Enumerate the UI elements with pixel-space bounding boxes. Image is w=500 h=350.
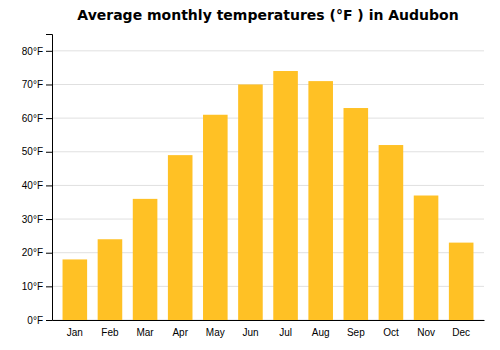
x-tick: Apr xyxy=(172,327,188,338)
y-tick: 50°F xyxy=(22,146,52,157)
bar xyxy=(449,243,474,320)
x-axis: Jan Feb Mar Apr May Jun Jul Aug Sep Oct Nov Dec xyxy=(53,321,485,339)
x-tick-label: Jan xyxy=(67,327,83,338)
grid xyxy=(52,51,484,320)
bar xyxy=(414,196,439,320)
bar xyxy=(308,81,333,320)
x-tick-label: Oct xyxy=(383,327,399,338)
x-tick: Nov xyxy=(417,327,435,338)
y-tick-mark xyxy=(46,320,52,321)
bar xyxy=(273,71,298,320)
x-tick: Jun xyxy=(242,327,258,338)
grid-line xyxy=(52,118,484,119)
y-tick-label: 60°F xyxy=(22,113,43,124)
y-tick-label: 0°F xyxy=(27,315,43,326)
x-tick-label: Mar xyxy=(136,327,154,338)
x-tick: Jul xyxy=(279,327,292,338)
y-tick-mark xyxy=(46,253,52,254)
chart-title: Average monthly temperatures (°F ) in Au… xyxy=(77,7,458,23)
x-tick: Feb xyxy=(101,327,119,338)
x-tick-label: Nov xyxy=(417,327,435,338)
y-tick-mark xyxy=(46,185,52,186)
x-tick: Mar xyxy=(136,327,154,338)
y-tick-mark xyxy=(46,84,52,85)
y-tick-mark xyxy=(46,219,52,220)
y-tick: 20°F xyxy=(22,247,52,258)
x-tick: Sep xyxy=(347,327,365,338)
y-tick: 10°F xyxy=(22,281,52,292)
x-tick: Oct xyxy=(383,327,399,338)
x-tick-label: Sep xyxy=(347,327,365,338)
x-tick-label: Jun xyxy=(242,327,258,338)
bars xyxy=(63,71,474,320)
bar xyxy=(63,259,88,320)
y-tick-label: 80°F xyxy=(22,46,43,57)
y-tick: 30°F xyxy=(22,214,52,225)
y-tick-mark xyxy=(46,286,52,287)
y-tick-label: 10°F xyxy=(22,281,43,292)
bar xyxy=(344,108,369,320)
x-tick-label: Apr xyxy=(172,327,188,338)
grid-line xyxy=(52,84,484,85)
y-tick: 60°F xyxy=(22,113,52,124)
x-tick: Dec xyxy=(452,327,470,338)
y-tick-label: 30°F xyxy=(22,214,43,225)
grid-line xyxy=(52,50,484,51)
bar xyxy=(133,199,158,320)
x-tick-label: Jul xyxy=(279,327,292,338)
x-axis-line xyxy=(53,320,485,321)
chart-container: 0°F 10°F 20°F 30°F 40°F 50°F 60°F 70°F 80°F Jan Fe… xyxy=(0,0,500,350)
bar xyxy=(98,239,123,320)
x-tick: Jan xyxy=(67,327,83,338)
grid-line xyxy=(52,185,484,186)
bar xyxy=(168,155,193,320)
x-tick-label: Dec xyxy=(452,327,470,338)
y-tick: 0°F xyxy=(27,315,52,326)
x-tick-label: May xyxy=(206,327,225,338)
y-tick: 40°F xyxy=(22,180,52,191)
y-tick-label: 50°F xyxy=(22,146,43,157)
y-tick: 80°F xyxy=(22,46,52,57)
bar xyxy=(379,145,404,320)
y-tick-label: 40°F xyxy=(22,180,43,191)
plot-area: 0°F 10°F 20°F 30°F 40°F 50°F 60°F 70°F 80°F Jan Fe… xyxy=(22,35,485,339)
y-tick-label: 20°F xyxy=(22,247,43,258)
bar xyxy=(203,115,228,320)
x-tick-label: Aug xyxy=(312,327,330,338)
y-axis-line xyxy=(46,35,53,321)
x-tick: Aug xyxy=(312,327,330,338)
chart-svg: 0°F 10°F 20°F 30°F 40°F 50°F 60°F 70°F 80°F Jan Fe… xyxy=(0,0,500,350)
y-tick-mark xyxy=(46,51,52,52)
grid-line xyxy=(52,151,484,152)
y-axis: 0°F 10°F 20°F 30°F 40°F 50°F 60°F 70°F 80°F xyxy=(22,35,53,326)
bar xyxy=(238,84,263,320)
y-tick-mark xyxy=(46,118,52,119)
y-tick-label: 70°F xyxy=(22,79,43,90)
y-tick: 70°F xyxy=(22,79,52,90)
y-tick-mark xyxy=(46,152,52,153)
x-tick: May xyxy=(206,327,225,338)
x-tick-label: Feb xyxy=(101,327,119,338)
